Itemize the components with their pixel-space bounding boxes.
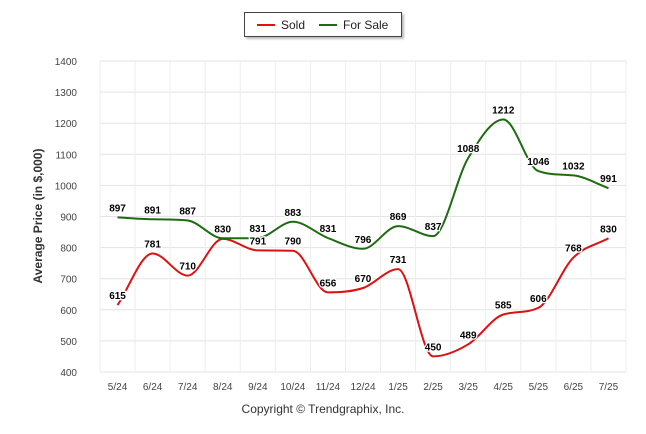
y-axis-label: Average Price (in $,000) bbox=[31, 149, 45, 284]
data-label-sold: 710 bbox=[179, 262, 196, 273]
legend-item-sold[interactable]: Sold bbox=[257, 18, 305, 32]
y-tick-label: 1200 bbox=[55, 119, 78, 130]
data-label-for-sale: 1212 bbox=[492, 105, 515, 116]
y-tick-label: 800 bbox=[60, 244, 77, 255]
x-tick-label: 9/24 bbox=[248, 382, 268, 393]
x-tick-label: 6/25 bbox=[564, 382, 584, 393]
y-tick-label: 400 bbox=[60, 368, 77, 379]
data-label-for-sale: 891 bbox=[144, 205, 161, 216]
x-tick-label: 5/24 bbox=[108, 382, 128, 393]
x-tick-label: 4/25 bbox=[494, 382, 514, 393]
data-label-sold: 768 bbox=[565, 244, 582, 255]
data-label-for-sale: 1032 bbox=[562, 161, 585, 172]
data-labels: 615 781 710 828 791 790 656 670 731 450 489 585 606 7… bbox=[108, 104, 619, 354]
y-tick-label: 1300 bbox=[55, 88, 78, 99]
x-tick-label: 7/24 bbox=[178, 382, 198, 393]
y-tick-label: 600 bbox=[60, 306, 77, 317]
y-tick-label: 1100 bbox=[55, 150, 77, 161]
legend-swatch-sold bbox=[257, 24, 275, 26]
data-label-sold: 489 bbox=[460, 330, 477, 341]
legend-label-for-sale: For Sale bbox=[343, 18, 389, 32]
x-tick-label: 6/24 bbox=[143, 382, 163, 393]
data-label-for-sale: 869 bbox=[390, 212, 407, 223]
data-label-for-sale: 887 bbox=[179, 207, 196, 218]
y-tick-label: 1400 bbox=[55, 57, 78, 68]
data-label-for-sale: 796 bbox=[355, 235, 372, 246]
legend-item-for-sale[interactable]: For Sale bbox=[319, 18, 388, 32]
data-label-for-sale: 831 bbox=[320, 224, 337, 235]
legend-label-sold: Sold bbox=[281, 18, 306, 32]
grid-layer bbox=[99, 60, 627, 373]
copyright-text: Copyright © Trendgraphix, Inc. bbox=[241, 402, 405, 416]
data-label-sold: 781 bbox=[144, 240, 161, 251]
series-line-for-sale bbox=[117, 118, 609, 250]
x-tick-label: 1/25 bbox=[388, 382, 408, 393]
data-label-sold: 670 bbox=[355, 274, 372, 285]
series-line-sold bbox=[116, 237, 609, 358]
legend-swatch-for-sale bbox=[319, 24, 337, 26]
series-layer bbox=[116, 118, 609, 358]
data-label-for-sale: 991 bbox=[600, 174, 617, 185]
data-label-sold: 585 bbox=[495, 300, 512, 311]
x-tick-label: 8/24 bbox=[213, 382, 233, 393]
y-tick-label: 1000 bbox=[55, 181, 78, 192]
data-label-for-sale: 1088 bbox=[457, 144, 480, 155]
data-label-sold: 731 bbox=[390, 255, 407, 266]
x-tick-label: 5/25 bbox=[529, 382, 549, 393]
y-axis-ticks: 400 500 600 700 800 900 1000 1100 1200 1300 1400 bbox=[55, 57, 78, 379]
y-tick-label: 900 bbox=[60, 213, 77, 224]
data-label-sold: 450 bbox=[425, 342, 442, 353]
data-label-sold: 791 bbox=[249, 236, 266, 247]
data-label-for-sale: 1046 bbox=[527, 157, 550, 168]
x-tick-label: 7/25 bbox=[599, 382, 619, 393]
x-axis-ticks: 5/24 6/24 7/24 8/24 9/24 10/24 11/24 12/24 1/25 2… bbox=[108, 382, 619, 393]
data-label-sold: 828 bbox=[214, 225, 231, 236]
data-label-sold: 830 bbox=[600, 224, 617, 235]
legend: Sold For Sale bbox=[244, 12, 402, 37]
data-label-for-sale: 831 bbox=[249, 224, 266, 235]
x-tick-label: 3/25 bbox=[458, 382, 478, 393]
y-tick-label: 700 bbox=[60, 275, 77, 286]
y-tick-label: 500 bbox=[60, 337, 77, 348]
x-tick-label: 10/24 bbox=[280, 382, 305, 393]
data-label-for-sale: 883 bbox=[285, 208, 302, 219]
x-tick-label: 11/24 bbox=[316, 382, 341, 393]
data-label-for-sale: 897 bbox=[109, 203, 126, 214]
data-label-sold: 606 bbox=[530, 294, 547, 305]
data-label-sold: 615 bbox=[109, 291, 126, 302]
data-label-for-sale: 837 bbox=[425, 222, 442, 233]
data-label-sold: 656 bbox=[320, 278, 337, 289]
x-tick-label: 12/24 bbox=[350, 382, 375, 393]
data-label-for-sale: 830 bbox=[214, 224, 231, 235]
data-label-sold: 790 bbox=[285, 237, 302, 248]
x-tick-label: 2/25 bbox=[423, 382, 443, 393]
